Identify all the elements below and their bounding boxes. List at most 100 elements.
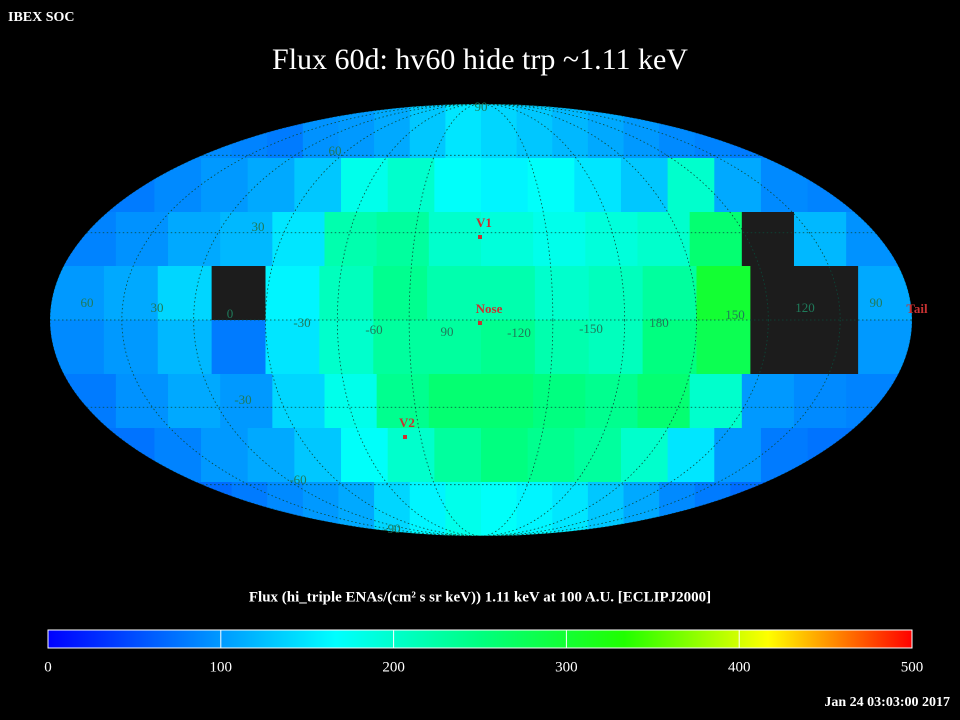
colorbar-ticks: 0 100 200 300 400 500 <box>44 630 923 675</box>
flux-cell <box>696 266 751 321</box>
timestamp: Jan 24 03:03:00 2017 <box>824 695 950 710</box>
marker-dot <box>478 235 482 239</box>
flux-cell <box>272 212 326 267</box>
meridian <box>193 104 769 536</box>
colorbar-tick-label: 200 <box>382 659 405 675</box>
flux-cell <box>302 482 339 536</box>
no-data-cell <box>804 266 859 321</box>
flux-cell <box>574 158 622 213</box>
flux-cell <box>434 158 482 213</box>
flux-cell <box>324 374 378 429</box>
flux-cell <box>272 374 326 429</box>
flux-cell <box>741 374 795 429</box>
marker-dot <box>403 435 407 439</box>
colorbar-label: Flux (hi_triple ENAs/(cm² s sr keV)) 1.1… <box>249 589 711 605</box>
flux-cell <box>574 428 622 483</box>
flux-cell <box>107 428 155 483</box>
flux-cell <box>107 158 155 213</box>
flux-cell <box>667 428 715 483</box>
colorbar-tick-label: 0 <box>44 659 52 675</box>
flux-cell <box>534 320 590 375</box>
marker-dot <box>478 321 482 325</box>
flux-cell <box>50 266 105 321</box>
flux-cell <box>341 158 389 213</box>
flux-cell <box>481 374 534 429</box>
flux-cell <box>265 320 320 375</box>
flux-cell <box>714 158 762 213</box>
flux-cell <box>714 428 762 483</box>
flux-cell <box>516 104 553 159</box>
flux-cell <box>620 428 669 483</box>
flux-cell <box>427 320 482 375</box>
flux-cell <box>659 104 696 159</box>
flux-cell <box>168 212 221 267</box>
flux-cell <box>587 104 625 159</box>
flux-cell <box>341 428 389 483</box>
flux-cell <box>481 482 518 536</box>
lon-label: 180 <box>649 315 669 330</box>
flux-cell <box>434 428 482 483</box>
lon-label: -150 <box>579 321 603 336</box>
marker-label: Tail <box>906 301 928 316</box>
map-labels: 60 30 0 -30 -60 90 -120 -150 180 150 120 90 90 60 30 -3… <box>81 99 928 536</box>
lat-label: 60 <box>329 143 342 158</box>
flux-cell <box>265 266 320 321</box>
flux-cell <box>115 374 169 429</box>
flux-cell <box>157 266 213 321</box>
flux-cell <box>481 320 536 375</box>
flux-cell <box>157 320 213 375</box>
lon-label: 0 <box>227 306 234 321</box>
flux-cell <box>689 374 743 429</box>
flux-cell <box>294 158 342 213</box>
flux-cell <box>527 428 575 483</box>
colorbar-tick-label: 400 <box>728 659 751 675</box>
flux-cell <box>694 104 731 159</box>
flux-cell <box>445 104 482 159</box>
flux-cell <box>201 428 249 483</box>
flux-cell <box>374 104 411 159</box>
flux-cell <box>760 158 809 213</box>
flux-cell <box>620 158 669 213</box>
flux-cell <box>247 158 295 213</box>
flux-cell <box>103 266 159 321</box>
flux-cell <box>642 320 697 375</box>
flux-cell <box>211 320 266 375</box>
colorbar <box>47 629 913 649</box>
flux-cell <box>481 266 536 321</box>
colorbar-tick-label: 300 <box>555 659 578 675</box>
flux-cell <box>689 212 743 267</box>
flux-cell <box>637 374 691 429</box>
lat-label: 30 <box>252 219 265 234</box>
flux-cell <box>585 212 638 267</box>
graticule <box>50 104 912 536</box>
flux-cell <box>376 212 430 267</box>
no-data-cell <box>741 212 795 267</box>
flux-cell <box>195 104 233 159</box>
flux-cell <box>481 104 518 159</box>
flux-cell <box>319 266 374 321</box>
flux-cell <box>115 212 169 267</box>
lat-label: 90 <box>475 99 488 114</box>
flux-cell <box>267 482 304 536</box>
flux-cell <box>231 482 268 536</box>
flux-cell <box>324 212 378 267</box>
flux-cell <box>387 428 435 483</box>
flux-cell <box>793 212 847 267</box>
flux-cell <box>793 374 847 429</box>
flux-cell <box>168 374 221 429</box>
lat-label: -90 <box>383 521 400 536</box>
meridian <box>265 104 697 536</box>
flux-cell <box>552 482 589 536</box>
flux-cell <box>387 158 435 213</box>
flux-cell <box>231 104 268 159</box>
flux-cell <box>409 482 446 536</box>
flux-cell <box>220 212 273 267</box>
lon-label: 90 <box>870 295 883 310</box>
flux-cell <box>760 428 809 483</box>
no-data-cell <box>750 320 805 375</box>
flux-cell <box>481 158 529 213</box>
flux-cell <box>428 374 482 429</box>
lon-label: 120 <box>795 300 815 315</box>
lon-label: -60 <box>365 322 382 337</box>
